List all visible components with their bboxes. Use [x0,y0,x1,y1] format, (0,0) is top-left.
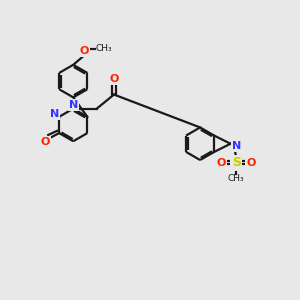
Text: O: O [247,158,256,168]
Text: N: N [69,100,78,110]
Text: O: O [40,137,50,147]
Text: N: N [232,141,242,151]
Text: O: O [80,46,89,56]
Text: O: O [109,74,119,84]
Text: CH₃: CH₃ [228,174,244,183]
Text: S: S [232,156,241,169]
Text: O: O [216,158,226,168]
Text: N: N [50,109,59,119]
Text: CH₃: CH₃ [96,44,112,53]
